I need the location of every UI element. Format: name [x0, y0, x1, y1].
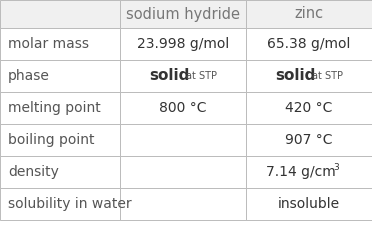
Bar [0, 124, 120, 156]
Text: 907 °C: 907 °C [285, 133, 333, 147]
Text: 420 °C: 420 °C [285, 101, 333, 115]
Text: sodium hydride: sodium hydride [126, 7, 240, 21]
Text: solid: solid [149, 68, 189, 83]
Bar [0, 60, 120, 92]
Text: zinc: zinc [294, 7, 324, 21]
Bar [246, 188, 372, 220]
Text: 3: 3 [333, 162, 339, 172]
Text: melting point: melting point [8, 101, 101, 115]
Text: 23.998 g/mol: 23.998 g/mol [137, 37, 229, 51]
Text: at STP: at STP [311, 71, 343, 81]
Text: solid: solid [275, 68, 315, 83]
Text: at STP: at STP [186, 71, 217, 81]
Text: density: density [8, 165, 59, 179]
Text: molar mass: molar mass [8, 37, 89, 51]
Bar [246, 0, 372, 28]
Text: solubility in water: solubility in water [8, 197, 132, 211]
Bar [120, 124, 246, 156]
Bar [120, 92, 246, 124]
Bar [0, 188, 120, 220]
Bar [246, 28, 372, 60]
Text: phase: phase [8, 69, 50, 83]
Bar [120, 60, 246, 92]
Bar [0, 92, 120, 124]
Text: boiling point: boiling point [8, 133, 94, 147]
Text: 800 °C: 800 °C [159, 101, 207, 115]
Bar [246, 92, 372, 124]
Bar [120, 28, 246, 60]
Bar [0, 0, 120, 28]
Text: insoluble: insoluble [278, 197, 340, 211]
Bar [246, 60, 372, 92]
Bar [0, 156, 120, 188]
Text: 7.14 g/cm: 7.14 g/cm [266, 165, 336, 179]
Bar [120, 0, 246, 28]
Bar [120, 188, 246, 220]
Text: 65.38 g/mol: 65.38 g/mol [267, 37, 351, 51]
Bar [246, 124, 372, 156]
Bar [120, 156, 246, 188]
Bar [246, 156, 372, 188]
Bar [0, 28, 120, 60]
